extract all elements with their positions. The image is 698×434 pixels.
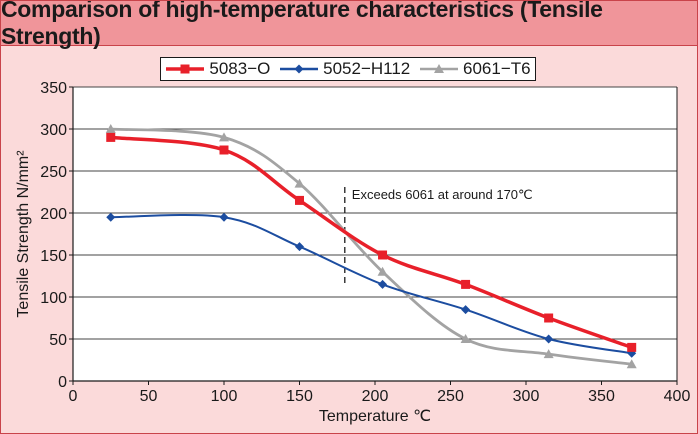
- data-point: [219, 145, 229, 155]
- x-tick-label: 400: [664, 388, 691, 405]
- x-tick-label: 50: [140, 388, 158, 405]
- grid-lines: [73, 86, 677, 340]
- y-tick-label: 50: [49, 332, 67, 349]
- legend-label: 5052−H112: [323, 59, 411, 78]
- data-point: [295, 242, 304, 252]
- legend-swatch: [280, 64, 319, 74]
- legend-swatch-marker: [434, 64, 445, 73]
- y-tick-label: 0: [58, 374, 67, 391]
- data-point: [461, 305, 471, 315]
- y-tick-label: 100: [40, 290, 67, 307]
- y-tick-label: 200: [40, 206, 67, 223]
- x-tick-label: 350: [588, 388, 615, 405]
- x-axis-label: Temperature ℃: [319, 408, 431, 425]
- legend-swatch-marker: [180, 64, 190, 74]
- series-group: [105, 124, 637, 369]
- legend-label: 6061−T6: [463, 59, 531, 78]
- data-point: [544, 334, 554, 344]
- data-point: [544, 313, 554, 323]
- data-point: [295, 195, 304, 205]
- y-tick-label: 300: [40, 122, 67, 139]
- x-tick-label: 100: [211, 388, 238, 405]
- data-point: [294, 178, 305, 188]
- data-point: [461, 279, 471, 289]
- data-point: [543, 349, 554, 359]
- data-point: [377, 266, 388, 276]
- y-tick-label: 150: [40, 248, 67, 265]
- data-point: [460, 334, 471, 343]
- x-tick-label: 250: [437, 388, 464, 405]
- data-point: [106, 212, 116, 222]
- x-tick-label: 200: [362, 388, 389, 405]
- y-tick-label: 350: [40, 80, 67, 97]
- chart-title: Comparison of high-temperature character…: [1, 1, 697, 49]
- legend-item: 5083−O: [165, 59, 270, 79]
- annotation-label: Exceeds 6061 at around 170℃: [352, 187, 533, 202]
- legend: 5083−O 5052−H112 6061−T6: [160, 57, 536, 81]
- plot-area: [73, 87, 677, 381]
- legend-swatch: [166, 64, 205, 74]
- y-axis-label: Tensile Strength N/mm²: [15, 150, 32, 318]
- legend-swatch: [420, 64, 459, 73]
- legend-item: 5052−H112: [279, 59, 410, 79]
- series-3: [105, 124, 637, 369]
- data-point: [378, 279, 388, 289]
- data-point: [219, 132, 229, 142]
- data-point: [627, 342, 637, 352]
- legend-swatch-marker: [294, 64, 304, 74]
- data-point: [219, 212, 229, 222]
- data-point: [378, 250, 388, 260]
- data-point: [626, 359, 637, 369]
- legend-item: 6061−T6: [419, 59, 531, 79]
- series-1: [106, 132, 637, 352]
- legend-label: 5083−O: [209, 59, 271, 78]
- y-tick-label: 250: [40, 164, 67, 181]
- data-point: [106, 132, 116, 142]
- x-tick-label: 300: [513, 388, 540, 405]
- annotation-group: Exceeds 6061 at around 170℃: [344, 187, 533, 287]
- data-point: [105, 124, 116, 133]
- x-tick-label: 150: [286, 388, 313, 405]
- axis-labels: 0 50 100 150 200 250 300 350 400 0 50 100 150 200 250 3…: [15, 80, 690, 425]
- axes: [69, 86, 678, 385]
- x-tick-label: 0: [69, 388, 78, 405]
